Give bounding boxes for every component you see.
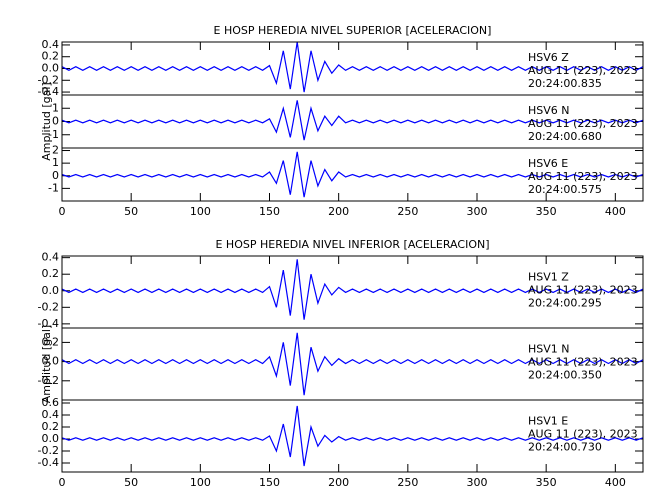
x-tick-label: 0 xyxy=(59,205,66,218)
y-tick-label: 0.0 xyxy=(42,432,60,445)
trace-label: 20:24:00.295 xyxy=(528,297,602,310)
y-axis-label: Amplitud [gal] xyxy=(40,325,53,403)
trace-label: HSV6 Z xyxy=(528,51,569,64)
trace-label: AUG 11 (223), 2023 xyxy=(528,117,638,130)
x-tick-label: 150 xyxy=(259,476,280,489)
trace-label: 20:24:00.730 xyxy=(528,441,602,454)
x-tick-label: 200 xyxy=(328,476,349,489)
y-tick-label: 0.2 xyxy=(42,335,60,348)
x-tick-label: 350 xyxy=(536,205,557,218)
y-tick-label: 0.2 xyxy=(42,50,60,63)
waveform xyxy=(61,332,644,396)
trace-label: 20:24:00.835 xyxy=(528,77,602,90)
chart-title: E HOSP HEREDIA NIVEL SUPERIOR [ACELERACI… xyxy=(214,24,492,37)
y-axis-label: Amplitud [gal] xyxy=(40,82,53,160)
trace-label: 20:24:00.350 xyxy=(528,369,602,382)
waveform xyxy=(61,100,644,141)
y-tick-label: 0 xyxy=(52,169,59,182)
x-tick-label: 150 xyxy=(259,205,280,218)
y-tick-label: -0.2 xyxy=(38,444,59,457)
y-tick-label: 1 xyxy=(52,101,59,114)
waveform xyxy=(61,41,644,93)
y-tick-label: -0.4 xyxy=(38,317,59,330)
x-tick-label: 50 xyxy=(124,476,138,489)
waveform xyxy=(61,259,644,320)
trace-label: HSV1 E xyxy=(528,415,568,428)
trace-label: AUG 11 (223), 2023 xyxy=(528,356,638,369)
x-tick-label: 300 xyxy=(467,205,488,218)
trace-label: 20:24:00.680 xyxy=(528,130,602,143)
x-tick-label: 400 xyxy=(605,476,626,489)
trace-label: HSV6 E xyxy=(528,157,568,170)
trace-label: HSV1 Z xyxy=(528,271,569,284)
y-tick-label: -0.2 xyxy=(38,73,59,86)
x-tick-label: 100 xyxy=(190,205,211,218)
y-tick-label: -0.4 xyxy=(38,85,59,98)
waveform xyxy=(61,405,644,467)
x-tick-label: 200 xyxy=(328,205,349,218)
trace-label: AUG 11 (223), 2023 xyxy=(528,428,638,441)
x-tick-label: 50 xyxy=(124,205,138,218)
y-tick-label: 0.6 xyxy=(42,396,60,409)
waveform xyxy=(61,151,644,198)
y-tick-label: -0.2 xyxy=(38,300,59,313)
y-tick-label: 2 xyxy=(52,144,59,157)
y-tick-label: 0.0 xyxy=(42,355,60,368)
x-tick-label: 250 xyxy=(397,476,418,489)
y-tick-label: 0.0 xyxy=(42,284,60,297)
y-tick-label: 0.4 xyxy=(42,251,60,264)
y-tick-label: -0.2 xyxy=(38,374,59,387)
y-tick-label: 0 xyxy=(52,115,59,128)
y-tick-label: -1 xyxy=(48,181,59,194)
x-tick-label: 100 xyxy=(190,476,211,489)
x-tick-label: 300 xyxy=(467,476,488,489)
x-tick-label: 400 xyxy=(605,205,626,218)
y-tick-label: 0.4 xyxy=(42,38,60,51)
trace-label: 20:24:00.575 xyxy=(528,183,602,196)
y-tick-label: 1 xyxy=(52,156,59,169)
trace-label: HSV6 N xyxy=(528,104,570,117)
chart-title: E HOSP HEREDIA NIVEL INFERIOR [ACELERACI… xyxy=(215,238,489,251)
trace-label: AUG 11 (223), 2023 xyxy=(528,284,638,297)
y-tick-label: 0.0 xyxy=(42,62,60,75)
x-tick-label: 350 xyxy=(536,476,557,489)
trace-label: HSV1 N xyxy=(528,343,570,356)
panel-frame xyxy=(61,147,644,202)
panel-frame xyxy=(61,399,644,473)
trace-label: AUG 11 (223), 2023 xyxy=(528,64,638,77)
y-tick-label: 0.2 xyxy=(42,420,60,433)
x-tick-label: 0 xyxy=(59,476,66,489)
trace-label: AUG 11 (223), 2023 xyxy=(528,170,638,183)
y-tick-label: -0.4 xyxy=(38,456,59,469)
x-tick-label: 250 xyxy=(397,205,418,218)
y-tick-label: -1 xyxy=(48,128,59,141)
y-tick-label: 0.4 xyxy=(42,408,60,421)
y-tick-label: 0.2 xyxy=(42,267,60,280)
